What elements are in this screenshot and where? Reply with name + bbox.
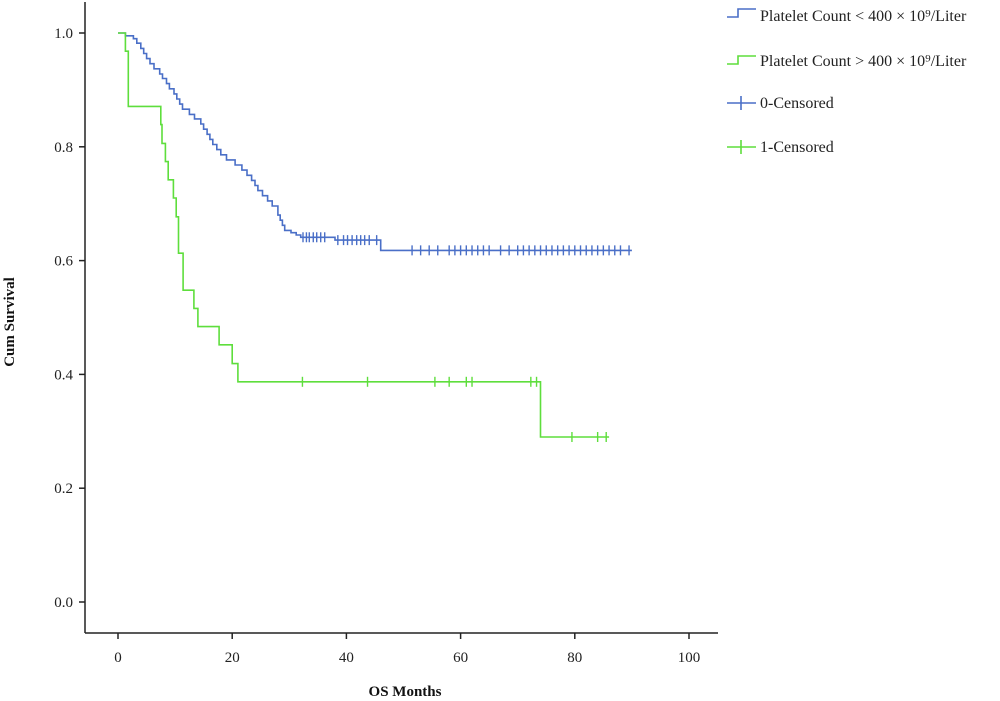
legend-item-censored-1: 1-Censored — [727, 139, 834, 156]
y-tick-label: 0.2 — [54, 481, 73, 497]
y-ticks: 0.0 0.2 0.4 0.6 0.8 1.0 — [54, 26, 85, 611]
y-tick-label: 1.0 — [54, 26, 73, 42]
x-tick-label: 80 — [567, 650, 582, 666]
y-tick-label: 0.0 — [54, 595, 73, 611]
y-axis-title: Cum Survival — [2, 277, 18, 367]
legend: Platelet Count < 400 × 10⁹/Liter Platele… — [727, 8, 967, 156]
x-tick-label: 100 — [678, 650, 701, 666]
legend-item-low: Platelet Count < 400 × 10⁹/Liter — [727, 8, 967, 25]
legend-label-censored-1: 1-Censored — [760, 139, 834, 156]
plot-series — [118, 33, 632, 442]
x-axis-title: OS Months — [369, 684, 442, 700]
legend-label-censored-0: 0-Censored — [760, 95, 834, 112]
survival-step-line — [118, 33, 632, 250]
x-tick-label: 60 — [453, 650, 468, 666]
x-tick-label: 0 — [114, 650, 122, 666]
x-ticks: 0 20 40 60 80 100 — [114, 633, 700, 666]
legend-step-icon-high — [727, 56, 756, 64]
legend-step-icon-low — [727, 9, 756, 17]
legend-label-high: Platelet Count > 400 × 10⁹/Liter — [760, 53, 967, 70]
legend-label-low: Platelet Count < 400 × 10⁹/Liter — [760, 8, 967, 25]
legend-item-high: Platelet Count > 400 × 10⁹/Liter — [727, 53, 967, 70]
axes — [85, 2, 718, 633]
x-tick-label: 40 — [339, 650, 354, 666]
series-1 — [118, 33, 609, 442]
series-0 — [118, 33, 632, 255]
legend-item-censored-0: 0-Censored — [727, 95, 834, 112]
survival-step-line — [118, 33, 609, 437]
y-tick-label: 0.6 — [54, 254, 73, 270]
y-tick-label: 0.8 — [54, 140, 73, 156]
x-tick-label: 20 — [225, 650, 240, 666]
y-tick-label: 0.4 — [54, 367, 73, 383]
